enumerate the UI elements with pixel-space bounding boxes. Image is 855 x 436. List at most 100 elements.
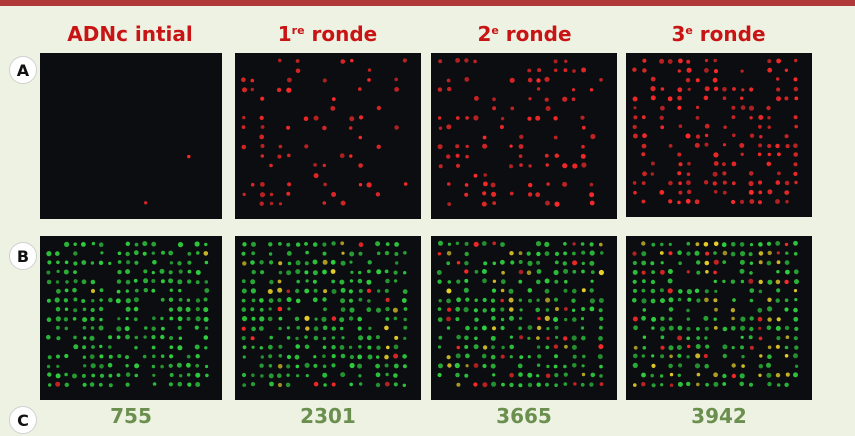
array-spot	[668, 180, 673, 186]
array-spot	[269, 335, 273, 340]
array-spot	[438, 299, 442, 303]
array-spot	[322, 163, 326, 168]
array-spot	[322, 345, 327, 350]
array-spot	[554, 251, 560, 256]
array-spot	[677, 152, 682, 157]
array-spot	[366, 279, 372, 285]
array-spot	[677, 335, 683, 341]
top-accent-bar	[0, 0, 855, 6]
array-spot	[641, 199, 646, 204]
array-spot	[509, 344, 514, 350]
array-spot	[393, 270, 398, 275]
array-spot	[340, 372, 346, 378]
array-spot	[632, 279, 637, 284]
array-spot	[686, 326, 691, 331]
array-spot	[527, 288, 533, 293]
array-spot	[340, 241, 345, 246]
array-spot	[589, 298, 595, 304]
array-spot	[250, 336, 255, 341]
array-spot	[340, 59, 346, 64]
array-spot	[55, 316, 61, 322]
array-spot	[703, 95, 709, 101]
array-spot	[642, 335, 647, 339]
array-spot	[358, 183, 363, 187]
array-spot	[473, 115, 479, 121]
array-spot	[633, 353, 638, 359]
array-spot	[598, 308, 603, 313]
array-spot	[553, 68, 558, 73]
array-spot	[358, 345, 362, 349]
array-spot	[384, 250, 390, 256]
array-spot	[667, 288, 673, 294]
array-spot	[482, 363, 487, 369]
array-spot	[553, 59, 558, 64]
array-spot	[546, 364, 550, 369]
array-spot	[793, 77, 798, 82]
array-spot	[677, 105, 682, 110]
array-spot	[749, 288, 755, 293]
array-spot	[650, 95, 656, 101]
array-spot	[376, 355, 380, 359]
array-spot	[117, 354, 122, 359]
array-spot	[81, 242, 86, 247]
array-spot	[687, 297, 692, 302]
array-spot	[749, 243, 754, 247]
array-spot	[312, 297, 318, 303]
array-spot	[784, 180, 790, 186]
array-spot	[562, 181, 568, 187]
array-spot	[677, 297, 682, 302]
array-spot	[678, 124, 683, 128]
array-spot	[295, 298, 301, 304]
array-spot	[509, 315, 514, 321]
array-spot	[518, 251, 523, 256]
array-spot	[704, 123, 710, 129]
array-spot	[741, 354, 745, 359]
array-spot	[501, 345, 505, 350]
array-spot	[108, 383, 113, 388]
array-spot	[660, 105, 665, 111]
array-spot	[115, 298, 121, 304]
array-spot	[482, 191, 487, 196]
array-spot	[304, 335, 308, 339]
array-spot	[241, 125, 246, 129]
array-spot	[749, 261, 754, 265]
array-spot	[536, 87, 541, 91]
array-spot	[250, 382, 256, 387]
array-spot	[572, 317, 577, 322]
array-spot	[251, 241, 256, 247]
array-spot	[722, 353, 727, 359]
array-spot	[367, 354, 373, 360]
array-spot	[571, 335, 577, 341]
array-spot	[739, 199, 745, 204]
array-spot	[304, 144, 309, 149]
array-spot	[82, 307, 87, 312]
array-spot	[632, 124, 637, 130]
array-spot	[241, 298, 246, 303]
array-spot	[730, 279, 736, 284]
array-spot	[133, 297, 139, 303]
array-spot	[456, 279, 461, 284]
array-spot	[794, 96, 799, 101]
array-spot	[632, 362, 638, 368]
array-spot	[509, 372, 514, 378]
array-spot	[633, 115, 638, 120]
array-spot	[393, 353, 399, 359]
array-spot	[177, 325, 182, 330]
array-spot	[159, 268, 165, 274]
array-spot	[481, 241, 487, 246]
array-spot	[98, 382, 103, 387]
array-spot	[509, 355, 513, 359]
array-spot	[758, 242, 763, 247]
array-spot	[650, 288, 656, 294]
array-spot	[544, 97, 549, 102]
array-spot	[509, 251, 514, 256]
array-spot	[160, 354, 165, 358]
array-spot	[563, 242, 567, 246]
array-spot	[793, 336, 798, 341]
array-spot	[56, 364, 60, 368]
array-spot	[776, 270, 780, 274]
array-spot	[89, 382, 95, 387]
array-spot	[169, 354, 174, 359]
array-spot	[794, 180, 798, 185]
array-spot	[554, 153, 559, 158]
